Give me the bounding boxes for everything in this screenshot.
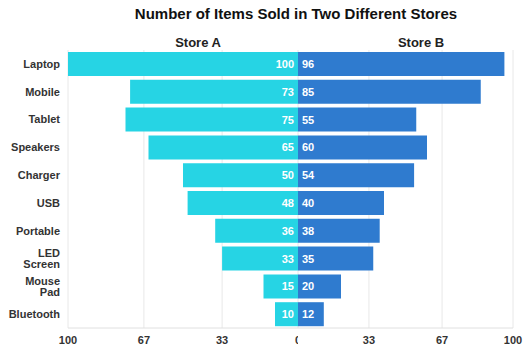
svg-text:Bluetooth: Bluetooth <box>9 308 61 320</box>
svg-text:33: 33 <box>363 334 375 346</box>
svg-text:MousePad: MousePad <box>25 275 60 298</box>
svg-text:12: 12 <box>302 308 314 320</box>
svg-text:60: 60 <box>302 141 314 153</box>
svg-text:67: 67 <box>436 334 448 346</box>
svg-text:40: 40 <box>302 197 314 209</box>
svg-text:38: 38 <box>302 225 314 237</box>
svg-text:73: 73 <box>282 86 294 98</box>
html-text:Store B: Store B <box>397 35 445 50</box>
svg-text:0: 0 <box>295 334 298 346</box>
svg-text:LEDScreen: LEDScreen <box>23 247 60 270</box>
svg-text:15: 15 <box>282 280 294 292</box>
svg-text:33: 33 <box>216 334 228 346</box>
svg-text:100: 100 <box>276 58 294 70</box>
svg-text:Charger: Charger <box>18 169 61 181</box>
svg-text:50: 50 <box>282 169 294 181</box>
svg-text:96: 96 <box>302 58 314 70</box>
svg-text:48: 48 <box>282 197 294 209</box>
svg-text:20: 20 <box>302 280 314 292</box>
svg-text:USB: USB <box>37 197 60 209</box>
svg-text:10: 10 <box>282 308 294 320</box>
svg-text:Speakers: Speakers <box>11 141 60 153</box>
svg-text:Tablet: Tablet <box>28 113 60 125</box>
svg-text:65: 65 <box>282 141 294 153</box>
svg-text:54: 54 <box>302 169 315 181</box>
svg-text:100: 100 <box>59 334 77 346</box>
svg-text:85: 85 <box>302 86 314 98</box>
svg-text:Mobile: Mobile <box>25 86 60 98</box>
svg-text:Portable: Portable <box>16 225 60 237</box>
svg-text:35: 35 <box>302 253 314 265</box>
html-text:Number of Items Sold in Two Di: Number of Items Sold in Two Different St… <box>134 5 458 22</box>
svg-text:67: 67 <box>138 334 150 346</box>
svg-text:75: 75 <box>282 114 294 126</box>
html-text:Store A: Store A <box>175 35 221 50</box>
svg-text:55: 55 <box>302 114 314 126</box>
svg-text:36: 36 <box>282 225 294 237</box>
svg-text:100: 100 <box>504 334 522 346</box>
svg-text:Laptop: Laptop <box>23 58 60 70</box>
svg-text:33: 33 <box>282 253 294 265</box>
